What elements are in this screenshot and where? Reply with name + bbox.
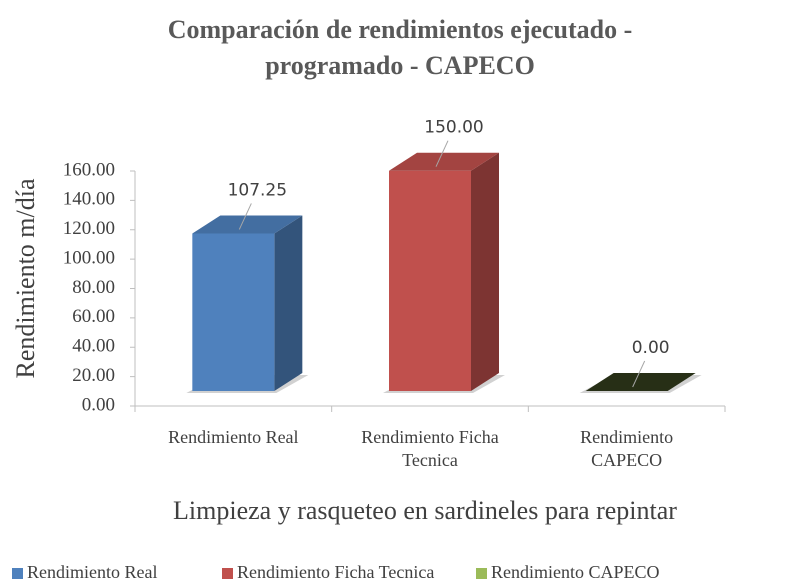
x-tick-label: Rendimiento CAPECO [580, 427, 674, 470]
y-tick-label: 120.00 [63, 218, 115, 239]
bar-side [471, 152, 499, 391]
bar-front [389, 170, 471, 391]
data-label: 107.25 [228, 180, 287, 200]
bar-top [192, 215, 303, 234]
bar-top [389, 152, 499, 171]
bar [585, 373, 696, 391]
legend-swatch [12, 568, 23, 579]
y-tick-label: 140.00 [63, 189, 115, 210]
x-tick-label: Rendimiento Ficha Tecnica [361, 427, 499, 470]
y-tick-label: 20.00 [72, 365, 115, 386]
y-tick-label: 40.00 [72, 336, 115, 357]
bar [192, 215, 303, 391]
legend-label: Rendimiento Real [27, 562, 157, 582]
data-label: 0.00 [632, 338, 670, 358]
y-tick-label: 60.00 [72, 306, 115, 327]
y-tick-label: 100.00 [63, 247, 115, 268]
y-axis-label: Rendimiento m/día [11, 178, 40, 378]
x-axis-label: Limpieza y rasqueteo en sardineles para … [173, 496, 677, 525]
y-tick-label: 80.00 [72, 277, 115, 298]
y-tick-label: 0.00 [82, 394, 115, 415]
legend-swatch [222, 568, 233, 579]
data-label: 150.00 [424, 118, 483, 138]
legend-label: Rendimiento Ficha Tecnica [237, 562, 434, 582]
legend-label: Rendimiento CAPECO [491, 562, 660, 582]
x-tick-label: Rendimiento Real [168, 427, 299, 447]
leader-line [632, 360, 646, 388]
bar-side [274, 215, 303, 391]
bar [389, 152, 499, 391]
y-tick-label: 160.00 [63, 159, 115, 180]
bar-top [585, 373, 696, 391]
leader-line [435, 140, 449, 167]
chart-title: Comparación de rendimientos ejecutado - … [167, 15, 633, 80]
legend-swatch [476, 568, 487, 579]
leader-line [238, 203, 252, 230]
bar-front [192, 233, 275, 391]
